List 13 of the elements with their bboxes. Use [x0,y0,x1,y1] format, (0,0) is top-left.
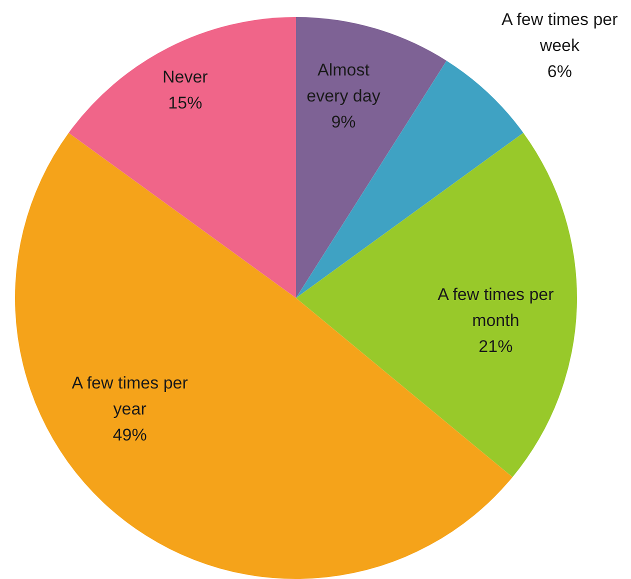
data-label: 21% [478,336,513,356]
data-label: 49% [112,424,147,444]
data-label: 6% [547,62,572,81]
slice-label: A few times per week [502,10,618,55]
data-label: 15% [168,93,202,112]
slice-label: Never [162,67,208,86]
slice-label: A few times per year [72,372,188,418]
slice-label: Almost every day [306,60,381,106]
data-label: 9% [331,112,356,132]
slice-label: A few times per month [438,284,554,330]
pie-slice [68,17,296,298]
pie-slice [296,17,447,298]
pie-slice [296,132,577,478]
